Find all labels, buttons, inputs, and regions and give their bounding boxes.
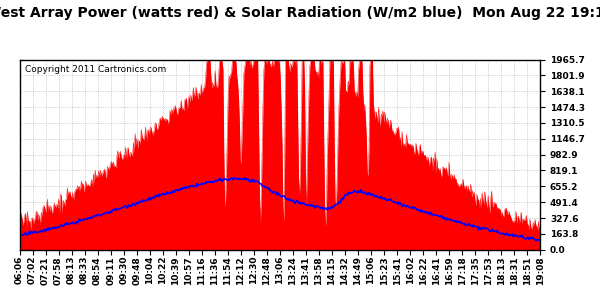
Text: West Array Power (watts red) & Solar Radiation (W/m2 blue)  Mon Aug 22 19:10: West Array Power (watts red) & Solar Rad…: [0, 6, 600, 20]
Text: Copyright 2011 Cartronics.com: Copyright 2011 Cartronics.com: [25, 65, 166, 74]
